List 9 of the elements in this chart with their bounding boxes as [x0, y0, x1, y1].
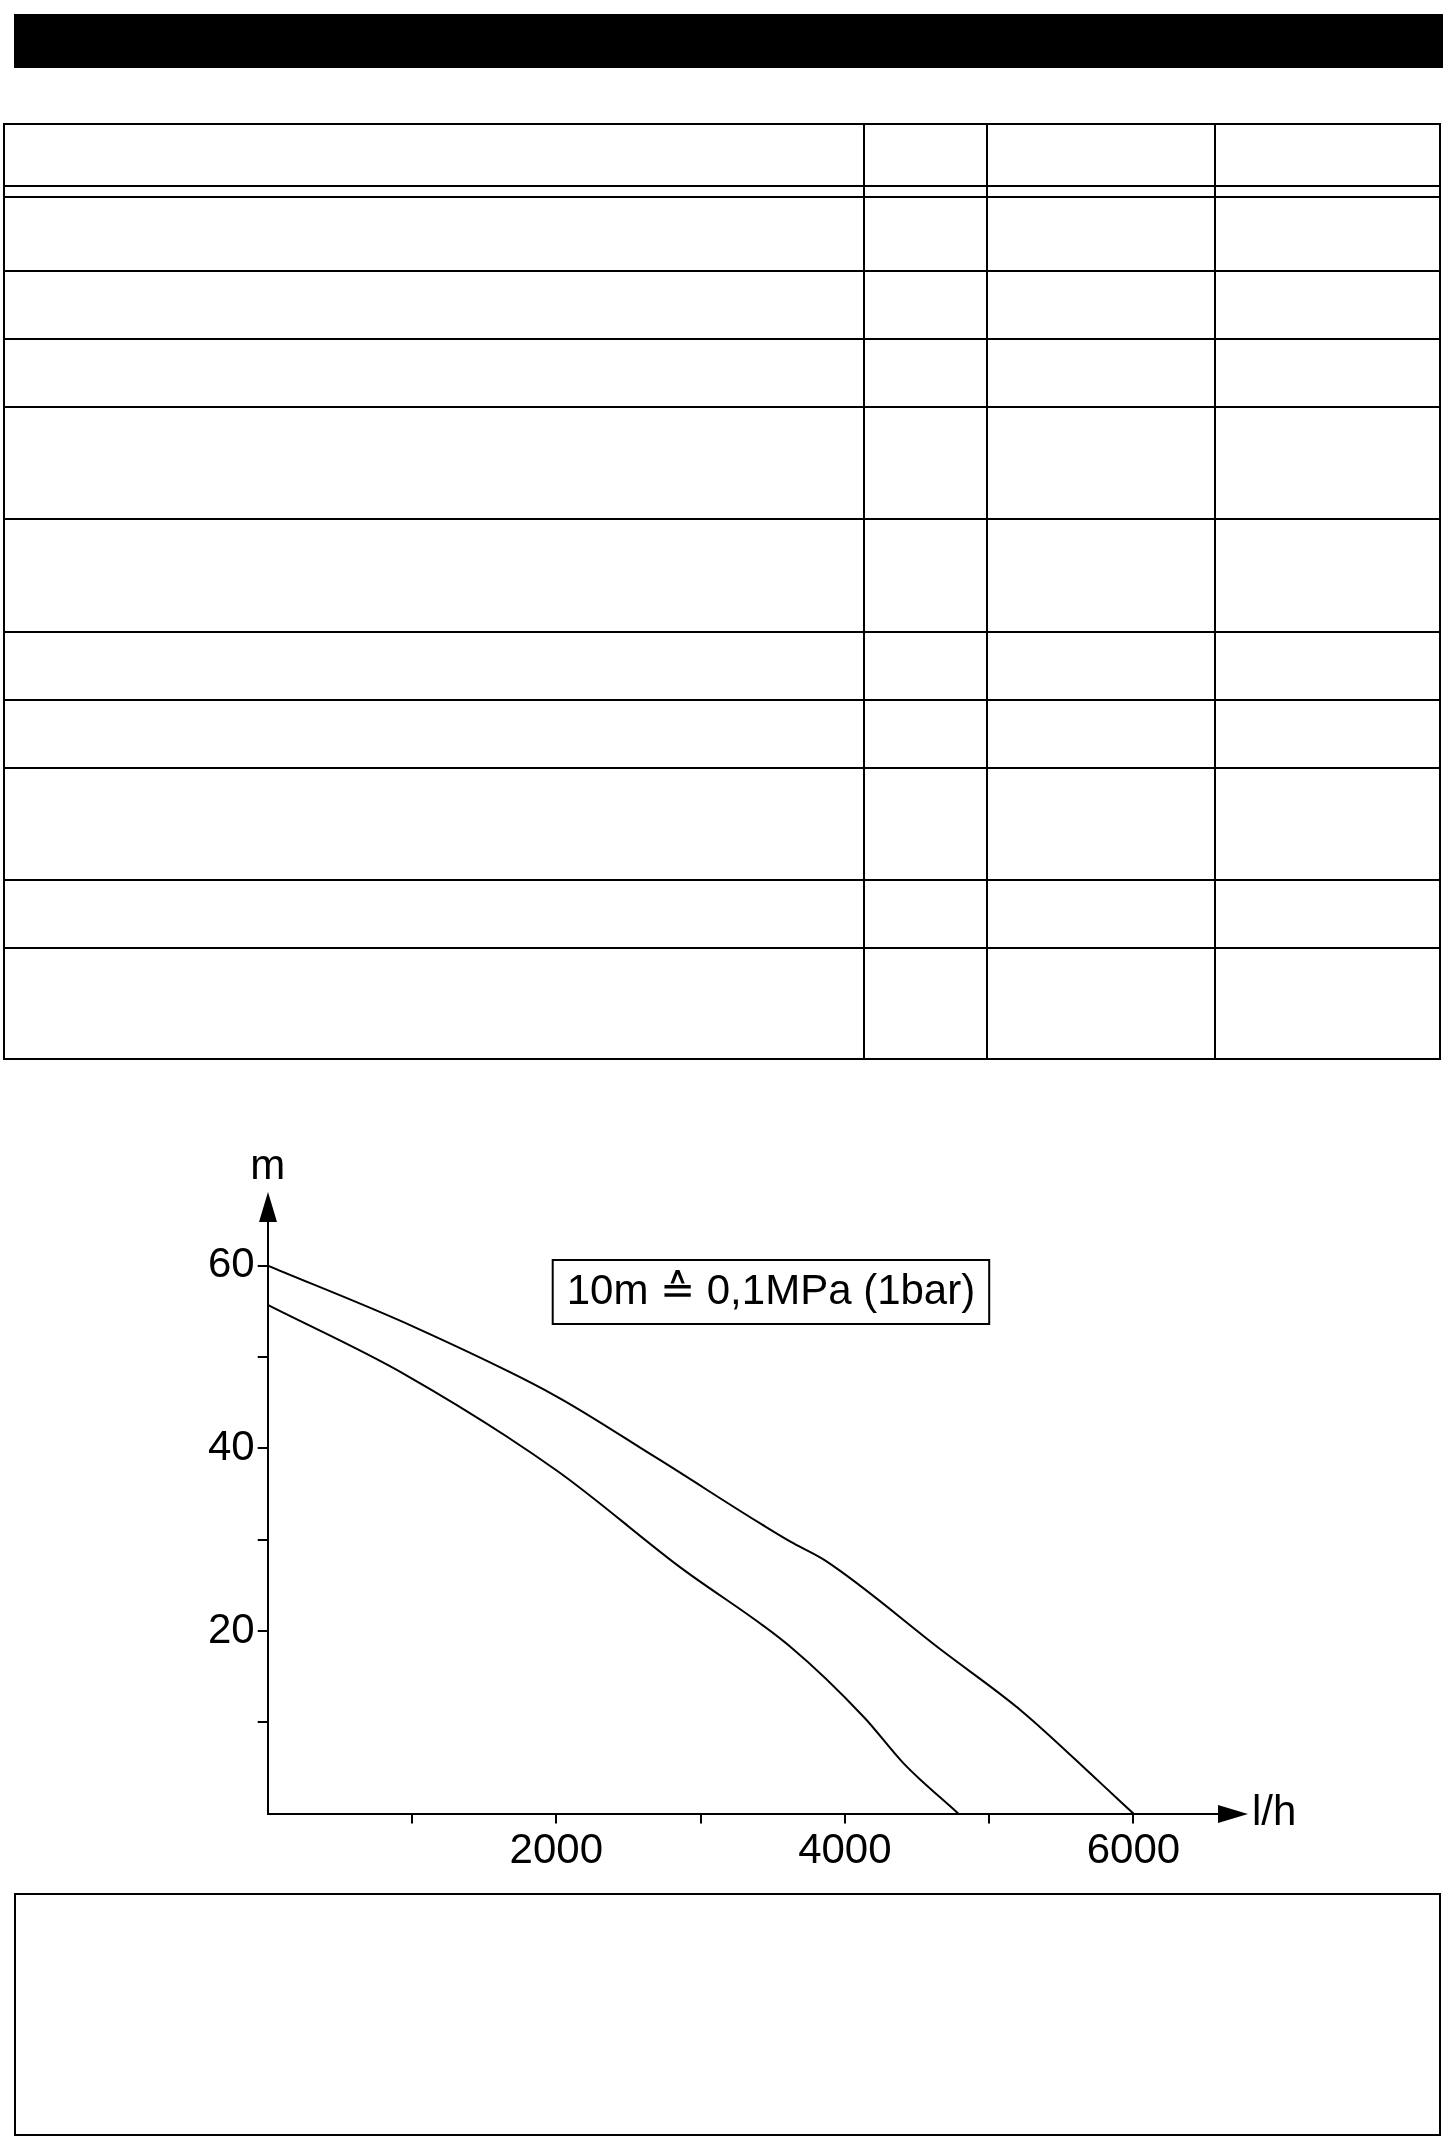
- y-tick-label: 40: [208, 1421, 255, 1469]
- x-tick-label: 4000: [798, 1825, 892, 1873]
- y-axis-title: m: [250, 1140, 286, 1188]
- x-tick-label: 6000: [1086, 1825, 1181, 1873]
- y-tick-label: 20: [208, 1604, 255, 1652]
- x-tick-label: 2000: [509, 1825, 604, 1873]
- y-tick-label: 60: [208, 1239, 255, 1287]
- annotation: 10m ≙ 0,1MPa (1bar): [566, 1265, 976, 1313]
- x-axis-title: l/h: [1252, 1787, 1297, 1835]
